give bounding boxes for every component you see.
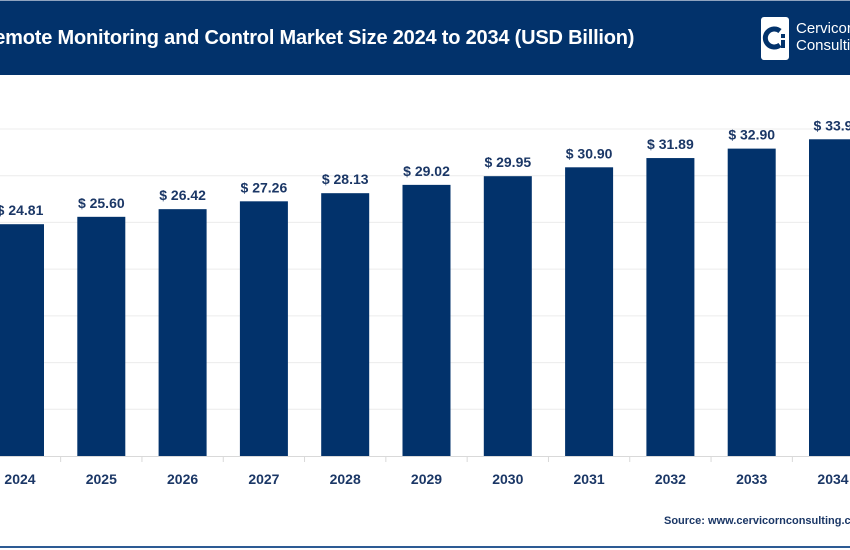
x-tick-label-2034: 2034 <box>817 471 848 487</box>
data-label-2029: $ 29.02 <box>403 163 450 179</box>
data-label-2024: $ 24.81 <box>0 202 44 218</box>
data-label-2026: $ 26.42 <box>159 187 206 203</box>
data-label-2032: $ 31.89 <box>647 136 694 152</box>
x-tick-label-2032: 2032 <box>655 471 686 487</box>
data-label-2033: $ 32.90 <box>728 127 775 143</box>
bar-2026 <box>158 209 207 456</box>
x-tick-label-2031: 2031 <box>574 471 605 487</box>
x-tick-label-2028: 2028 <box>330 471 361 487</box>
x-tick-label-2025: 2025 <box>86 471 117 487</box>
header-banner: Remote Monitoring and Control Market Siz… <box>0 0 850 75</box>
logo-line-2: Consulting <box>796 37 850 54</box>
chart-title: Remote Monitoring and Control Market Siz… <box>0 27 635 49</box>
bottom-divider <box>0 546 850 548</box>
x-tick-label-2029: 2029 <box>411 471 442 487</box>
logo-line-1: Cervicorn <box>796 20 850 37</box>
bar-2028 <box>321 193 370 456</box>
data-label-2027: $ 27.26 <box>241 179 288 195</box>
bar-2034 <box>809 139 850 456</box>
bar-2030 <box>483 176 532 456</box>
data-label-2031: $ 30.90 <box>566 145 613 161</box>
data-label-2030: $ 29.95 <box>484 154 531 170</box>
bar-2033 <box>727 148 776 456</box>
data-label-2034: $ 33.9 <box>814 117 850 133</box>
source-note: Source: www.cervicornconsulting.com <box>664 515 850 527</box>
x-tick-label-2027: 2027 <box>248 471 279 487</box>
bar-2024 <box>0 224 44 456</box>
logo <box>761 17 789 60</box>
bar-2031 <box>565 167 614 456</box>
data-label-2028: $ 28.13 <box>322 171 369 187</box>
x-tick-label-2030: 2030 <box>492 471 523 487</box>
bar-2029 <box>402 184 451 456</box>
x-tick-label-2033: 2033 <box>736 471 767 487</box>
logo-icon <box>762 26 785 50</box>
bar-2027 <box>239 201 288 456</box>
logo-text: Cervicorn Consulting <box>796 20 850 54</box>
x-tick-label-2026: 2026 <box>167 471 198 487</box>
bar-2032 <box>646 158 695 457</box>
x-tick-label-2024: 2024 <box>4 471 35 487</box>
bar-2025 <box>77 216 126 456</box>
data-label-2025: $ 25.60 <box>78 195 125 211</box>
